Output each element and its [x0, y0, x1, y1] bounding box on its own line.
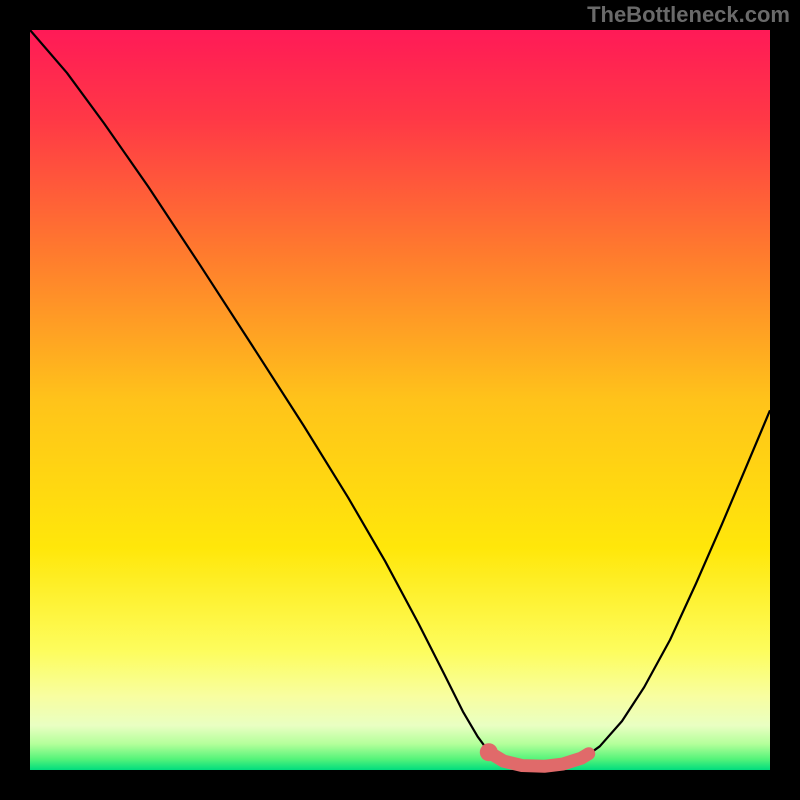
optimal-range-start-dot	[480, 743, 498, 761]
watermark-label: TheBottleneck.com	[587, 2, 790, 28]
chart-container: TheBottleneck.com	[0, 0, 800, 800]
bottleneck-chart	[0, 0, 800, 800]
